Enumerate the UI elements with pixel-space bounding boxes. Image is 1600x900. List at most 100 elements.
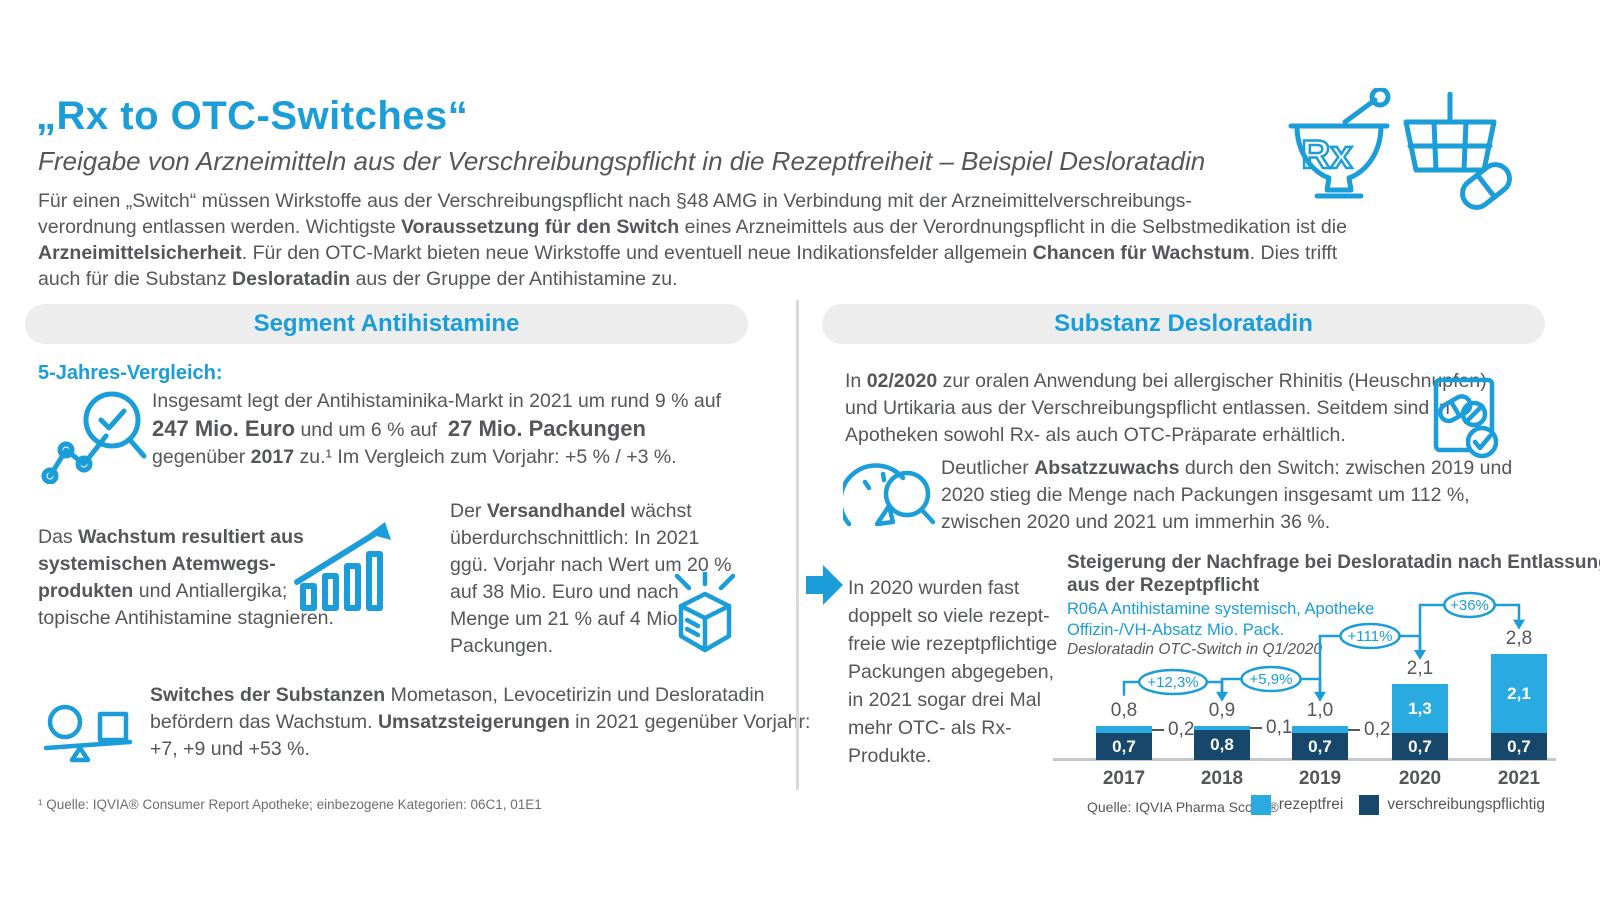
connector-line (1318, 634, 1341, 696)
x-axis-label: 2018 (1200, 768, 1244, 789)
five-year-paragraph: Insgesamt legt der Antihistaminika-Markt… (152, 388, 721, 471)
bar-total-label: 2,1 (1406, 658, 1434, 679)
text-run: und um 6 % auf (295, 419, 448, 441)
bar-value-label-light: 1,3 (1408, 698, 1432, 718)
mortar-pestle-rx-icon: Rx (1288, 88, 1391, 199)
chart-source: Quelle: IQVIA Pharma Scope® (1087, 799, 1279, 815)
section-banner-label: Segment Antihistamine (253, 310, 520, 337)
text-run: Wachstum resultiert aus systemischen Ate… (38, 526, 304, 602)
arrow-right-icon (806, 565, 843, 605)
bar-side-dash (1152, 728, 1164, 732)
text-run: Switches der Substanzen (150, 684, 386, 706)
section-banner-antihistamine: Segment Antihistamine (25, 304, 748, 344)
package-box-icon (674, 572, 736, 653)
growth-paragraph: Das Wachstum resultiert aus systemischen… (38, 524, 334, 632)
section-banner-label: Substanz Desloratadin (1054, 310, 1313, 337)
text-run: 247 Mio. Euro (152, 416, 296, 441)
text-run: Voraussetzung für den Switch (401, 216, 680, 238)
mailorder-paragraph: Der Versandhandel wächst überdurchschnit… (450, 498, 731, 660)
bar-value-label-dark: 0,7 (1408, 736, 1432, 756)
bar-value-label-light: 2,1 (1507, 683, 1531, 703)
growth-bubble-label: +5,9% (1250, 671, 1293, 688)
text-run: und Antiallergika; topische Antihistamin… (38, 580, 334, 629)
text-run: . Dies trifft auch für die Substanz (38, 242, 1338, 290)
magnifier-check-chart-icon (41, 391, 147, 484)
bar-segment-dark (1096, 733, 1152, 760)
text-run: Umsatzsteigerungen (377, 711, 570, 733)
bar-segment-light (1292, 725, 1348, 734)
bar-segment-light (1096, 725, 1152, 734)
connector-line (1300, 677, 1322, 692)
chart-legend: rezeptfrei verschreibungspflichtig (1215, 795, 1545, 815)
growth-bubble-label: +36% (1450, 597, 1489, 614)
connector-line (1220, 677, 1242, 696)
bar-segment-light (1194, 725, 1250, 730)
chart-callout-paragraph: In 2020 wurden fast doppelt so viele rez… (848, 577, 1058, 767)
growth-bars-arrow-icon (294, 522, 391, 611)
bar-segment-dark (1491, 733, 1547, 760)
growth-bubble (1240, 665, 1302, 693)
bar-value-label-dark: 0,7 (1507, 736, 1531, 756)
growth-bubble-label: +111% (1348, 628, 1393, 645)
legend-item: rezeptfrei (1250, 795, 1343, 815)
bar-value-label-dark: 0,8 (1210, 734, 1234, 754)
bar-segment-light (1491, 653, 1547, 734)
text-run: aus der Gruppe der Antihistamine zu. (350, 268, 678, 290)
x-axis-label: 2021 (1497, 768, 1541, 789)
text-run: in 2021 gegenüber Vorjahr: +7, +9 und +5… (150, 711, 811, 760)
bar-total-label: 0,8 (1110, 699, 1138, 721)
release-paragraph: In 02/2020 zur oralen Anwendung bei alle… (845, 368, 1487, 449)
bar-total-label: 0,9 (1208, 699, 1236, 721)
growth-bubble (1443, 591, 1496, 619)
legend-item: verschreibungspflichtig (1359, 795, 1545, 815)
chart-title: Steigerung der Nachfrage bei Desloratadi… (1067, 552, 1600, 596)
scale-balance-icon (43, 704, 133, 763)
bar-value-label-dark: 0,7 (1112, 736, 1136, 756)
growth-bubble (1137, 668, 1209, 696)
connector-line (1206, 680, 1224, 692)
text-run: zu.¹ Im Vergleich zum Vorjahr: +5 % / +3… (294, 446, 677, 468)
legend-swatch (1359, 795, 1380, 815)
bar-segment-dark (1194, 729, 1250, 760)
text-run: eines Arzneimittels aus der Verordnungsp… (684, 216, 1347, 238)
intro-paragraph: Für einen „Switch“ müssen Wirkstoffe aus… (38, 188, 1347, 292)
text-run: zur oralen Anwendung bei allergischer Rh… (845, 370, 1487, 446)
chart-subtitle: R06A Antihistamine systemisch, Apotheke … (1067, 600, 1375, 639)
text-run: Insgesamt legt der Antihistaminika-Markt… (152, 390, 722, 412)
basket-pill-icon (1403, 92, 1512, 210)
text-run: gegenüber (152, 446, 246, 468)
text-run: Absatzzuwachs (1034, 457, 1180, 479)
x-axis-label: 2019 (1298, 768, 1342, 789)
text-run: Mometason, Levocetirizin und Desloratadi… (150, 684, 765, 733)
section-banner-desloratadin: Substanz Desloratadin (822, 304, 1545, 344)
gauge-magnifier-icon (843, 463, 935, 527)
bar-side-label: 0,2 (1168, 718, 1195, 740)
growth-bubble-label: +12,3% (1147, 674, 1198, 691)
column-divider (796, 300, 799, 790)
text-run: 02/2020 (866, 370, 938, 392)
x-axis-label: 2020 (1398, 768, 1442, 789)
page-subtitle: Freigabe von Arzneimitteln aus der Versc… (38, 146, 1206, 176)
rx-glyph: Rx (1301, 133, 1352, 177)
text-run: Arzneimittelsicherheit (38, 242, 242, 264)
bar-segment-dark (1292, 733, 1348, 760)
text-run: In (845, 370, 867, 392)
legend-label: verschreibungspflichtig (1387, 796, 1545, 813)
bar-side-dash (1348, 728, 1360, 732)
text-run: Deutlicher (941, 457, 1035, 479)
legend-swatch (1250, 795, 1271, 815)
text-run: durch den Switch: zwischen 2019 und 2020… (941, 457, 1513, 533)
text-run: Desloratadin (232, 268, 351, 290)
chart-note: Desloratadin OTC-Switch in Q1/2020 (1067, 641, 1323, 658)
switches-paragraph: Switches der Substanzen Mometason, Levoc… (150, 682, 810, 763)
connector-line (1418, 603, 1445, 654)
document-pills-check-icon (1433, 377, 1499, 459)
connector-line (1494, 603, 1521, 620)
bar-total-label: 2,8 (1505, 627, 1533, 649)
bar-value-label-dark: 0,7 (1308, 736, 1332, 756)
page-title: „Rx to OTC-Switches“ (36, 94, 469, 138)
footnote: ¹ Quelle: IQVIA® Consumer Report Apothek… (38, 797, 542, 812)
bar-side-label: 0,2 (1364, 718, 1391, 740)
